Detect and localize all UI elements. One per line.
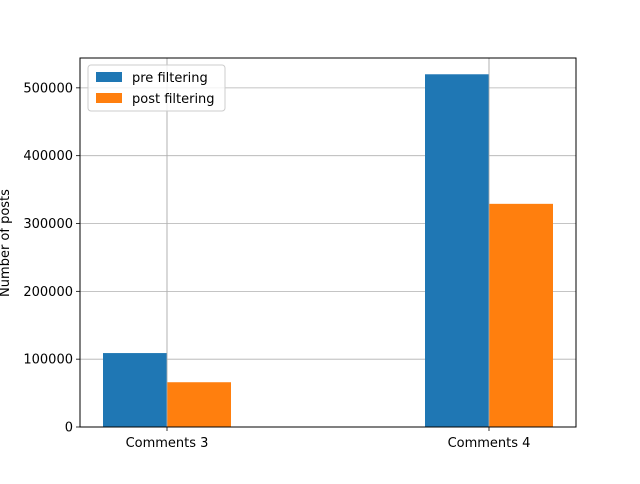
y-tick-label: 500000	[23, 81, 73, 96]
bar-post-filtering-1	[489, 203, 553, 427]
y-tick-label: 200000	[23, 285, 73, 300]
legend-label: pre filtering	[132, 71, 208, 86]
bars	[103, 58, 553, 427]
y-axis-label: Number of posts	[0, 189, 13, 297]
y-tick-label: 400000	[23, 149, 73, 164]
plot-frame	[79, 57, 577, 428]
bar-post-filtering-0	[167, 382, 231, 427]
axis-ticks: 0 100000 200000 300000 400000 500000 Comments …	[23, 81, 530, 451]
bar-pre-filtering-1	[425, 74, 489, 427]
bar-pre-filtering-0	[103, 353, 167, 427]
legend-swatch	[96, 93, 122, 103]
x-tick-label: Comments 3	[126, 436, 209, 451]
legend-label: post filtering	[132, 92, 215, 107]
legend-swatch	[96, 72, 122, 82]
legend-box	[87, 64, 226, 112]
legend: pre filtering post filtering	[87, 64, 226, 112]
y-tick-label: 0	[65, 421, 73, 436]
y-tick-label: 300000	[23, 217, 73, 232]
x-tick-label: Comments 4	[448, 436, 531, 451]
y-tick-label: 100000	[23, 353, 73, 368]
